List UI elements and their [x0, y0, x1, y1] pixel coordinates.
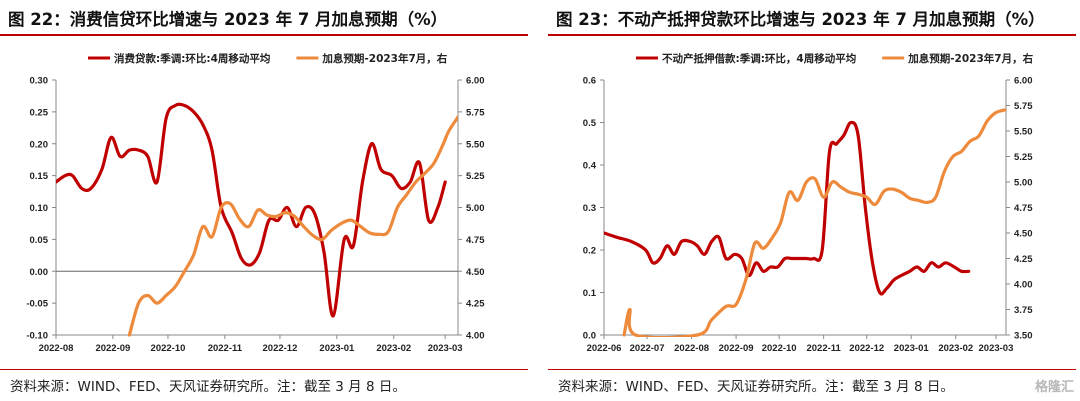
right-tick-label: 5.50 [1014, 127, 1033, 138]
x-tick-label: 2023-01 [894, 343, 930, 354]
left-tick-label: 0.15 [30, 171, 49, 182]
legend-label-0: 消费贷款:季调:环比:4周移动平均 [114, 52, 270, 65]
right-tick-label: 5.75 [1014, 101, 1033, 112]
series-line-0 [56, 102, 447, 318]
right-tick-label: 4.00 [1014, 280, 1033, 291]
left-tick-label: -0.10 [26, 331, 48, 342]
right-tick-label: 5.25 [1014, 152, 1033, 163]
right-tick-label: 3.50 [1014, 331, 1033, 342]
left-tick-label: -0.05 [26, 299, 48, 310]
mortgage-loan-chart: 0.0 0.1 0.2 0.3 0.4 0.5 0.6 3.50 3.75 4.00 4.25 4.5… [583, 52, 1034, 354]
right-tick-label: 4.00 [466, 331, 485, 342]
x-tick-label: 2022-10 [762, 343, 797, 354]
series-line-1 [622, 108, 1006, 337]
figure-23: 图 23：不动产抵押贷款环比增速与 2023 年 7 月加息预期（%） 0.0 0… [548, 0, 1078, 401]
x-tick-label: 2022-11 [806, 343, 841, 354]
left-tick-label: 0.00 [30, 267, 49, 278]
legend-label-1: 加息预期-2023年7月，右 [321, 52, 447, 65]
left-tick-label: 0.20 [30, 139, 49, 150]
right-tick-label: 4.50 [466, 267, 485, 278]
x-tick-label: 2022-12 [263, 343, 298, 354]
x-tick-label: 2023-02 [376, 343, 411, 354]
title-divider [0, 34, 528, 36]
x-tick-label: 2022-11 [208, 343, 243, 354]
right-tick-label: 6.00 [466, 76, 485, 87]
right-tick-label: 5.00 [466, 203, 485, 214]
x-tick-label: 2022-10 [151, 343, 186, 354]
x-tick-label: 2022-12 [849, 343, 884, 354]
right-tick-label: 4.25 [1014, 254, 1033, 265]
right-tick-label: 5.50 [466, 139, 485, 150]
right-tick-label: 4.75 [1014, 203, 1033, 214]
legend-label-1: 加息预期-2023年7月，右 [907, 52, 1033, 65]
figure-title: 图 22：消费信贷环比增速与 2023 年 7 月加息预期（%） [8, 10, 448, 29]
source-note: 资料来源：WIND、FED、天风证券研究所。注：截至 3 月 8 日。 [10, 379, 406, 395]
x-tick-label: 2023-01 [319, 343, 355, 354]
left-tick-label: 0.3 [583, 203, 596, 214]
x-tick-label: 2022-06 [587, 343, 622, 354]
watermark-logo: 格隆汇 [1034, 380, 1074, 395]
x-tick-label: 2022-09 [95, 343, 130, 354]
left-tick-label: 0.4 [583, 161, 597, 172]
right-tick-label: 5.25 [466, 171, 485, 182]
left-tick-label: 0.25 [30, 107, 49, 118]
source-divider [0, 369, 528, 370]
x-tick-label: 2022-07 [630, 343, 665, 354]
figure-title: 图 23：不动产抵押贷款环比增速与 2023 年 7 月加息预期（%） [556, 10, 1045, 29]
left-tick-label: 0.1 [583, 288, 597, 299]
legend-label-0: 不动产抵押借款:季调:环比，4周移动平均 [662, 52, 856, 65]
figure-22: 图 22：消费信贷环比增速与 2023 年 7 月加息预期（%） -0.10 -0… [0, 0, 530, 401]
left-tick-label: 0.30 [30, 76, 49, 87]
right-tick-label: 4.75 [466, 235, 485, 246]
right-tick-label: 6.00 [1014, 76, 1033, 87]
left-tick-label: 0.6 [583, 76, 596, 87]
series-line-0 [604, 120, 971, 296]
right-tick-label: 4.50 [1014, 229, 1033, 240]
series-line-1 [127, 115, 458, 337]
x-tick-label: 2023-03 [979, 343, 1014, 354]
consumer-credit-chart: -0.10 -0.05 0.00 0.05 0.10 0.15 0.20 0.25 0.30 4.… [26, 52, 485, 354]
x-tick-label: 2022-08 [39, 343, 74, 354]
right-tick-label: 5.00 [1014, 178, 1033, 189]
source-divider [548, 369, 1076, 370]
right-tick-label: 5.75 [466, 107, 485, 118]
right-tick-label: 4.25 [466, 299, 485, 310]
x-tick-label: 2023-03 [428, 343, 463, 354]
right-tick-label: 3.75 [1014, 305, 1033, 316]
left-tick-label: 0.0 [583, 331, 596, 342]
left-tick-label: 0.5 [583, 118, 597, 129]
left-tick-label: 0.05 [30, 235, 49, 246]
title-divider [548, 34, 1076, 36]
x-tick-label: 2023-02 [938, 343, 973, 354]
left-tick-label: 0.2 [583, 246, 596, 257]
source-note: 资料来源：WIND、FED、天风证券研究所。注：截至 3 月 8 日。 [558, 379, 954, 395]
left-tick-label: 0.10 [30, 203, 49, 214]
x-tick-label: 2022-09 [719, 343, 754, 354]
x-tick-label: 2022-08 [674, 343, 709, 354]
